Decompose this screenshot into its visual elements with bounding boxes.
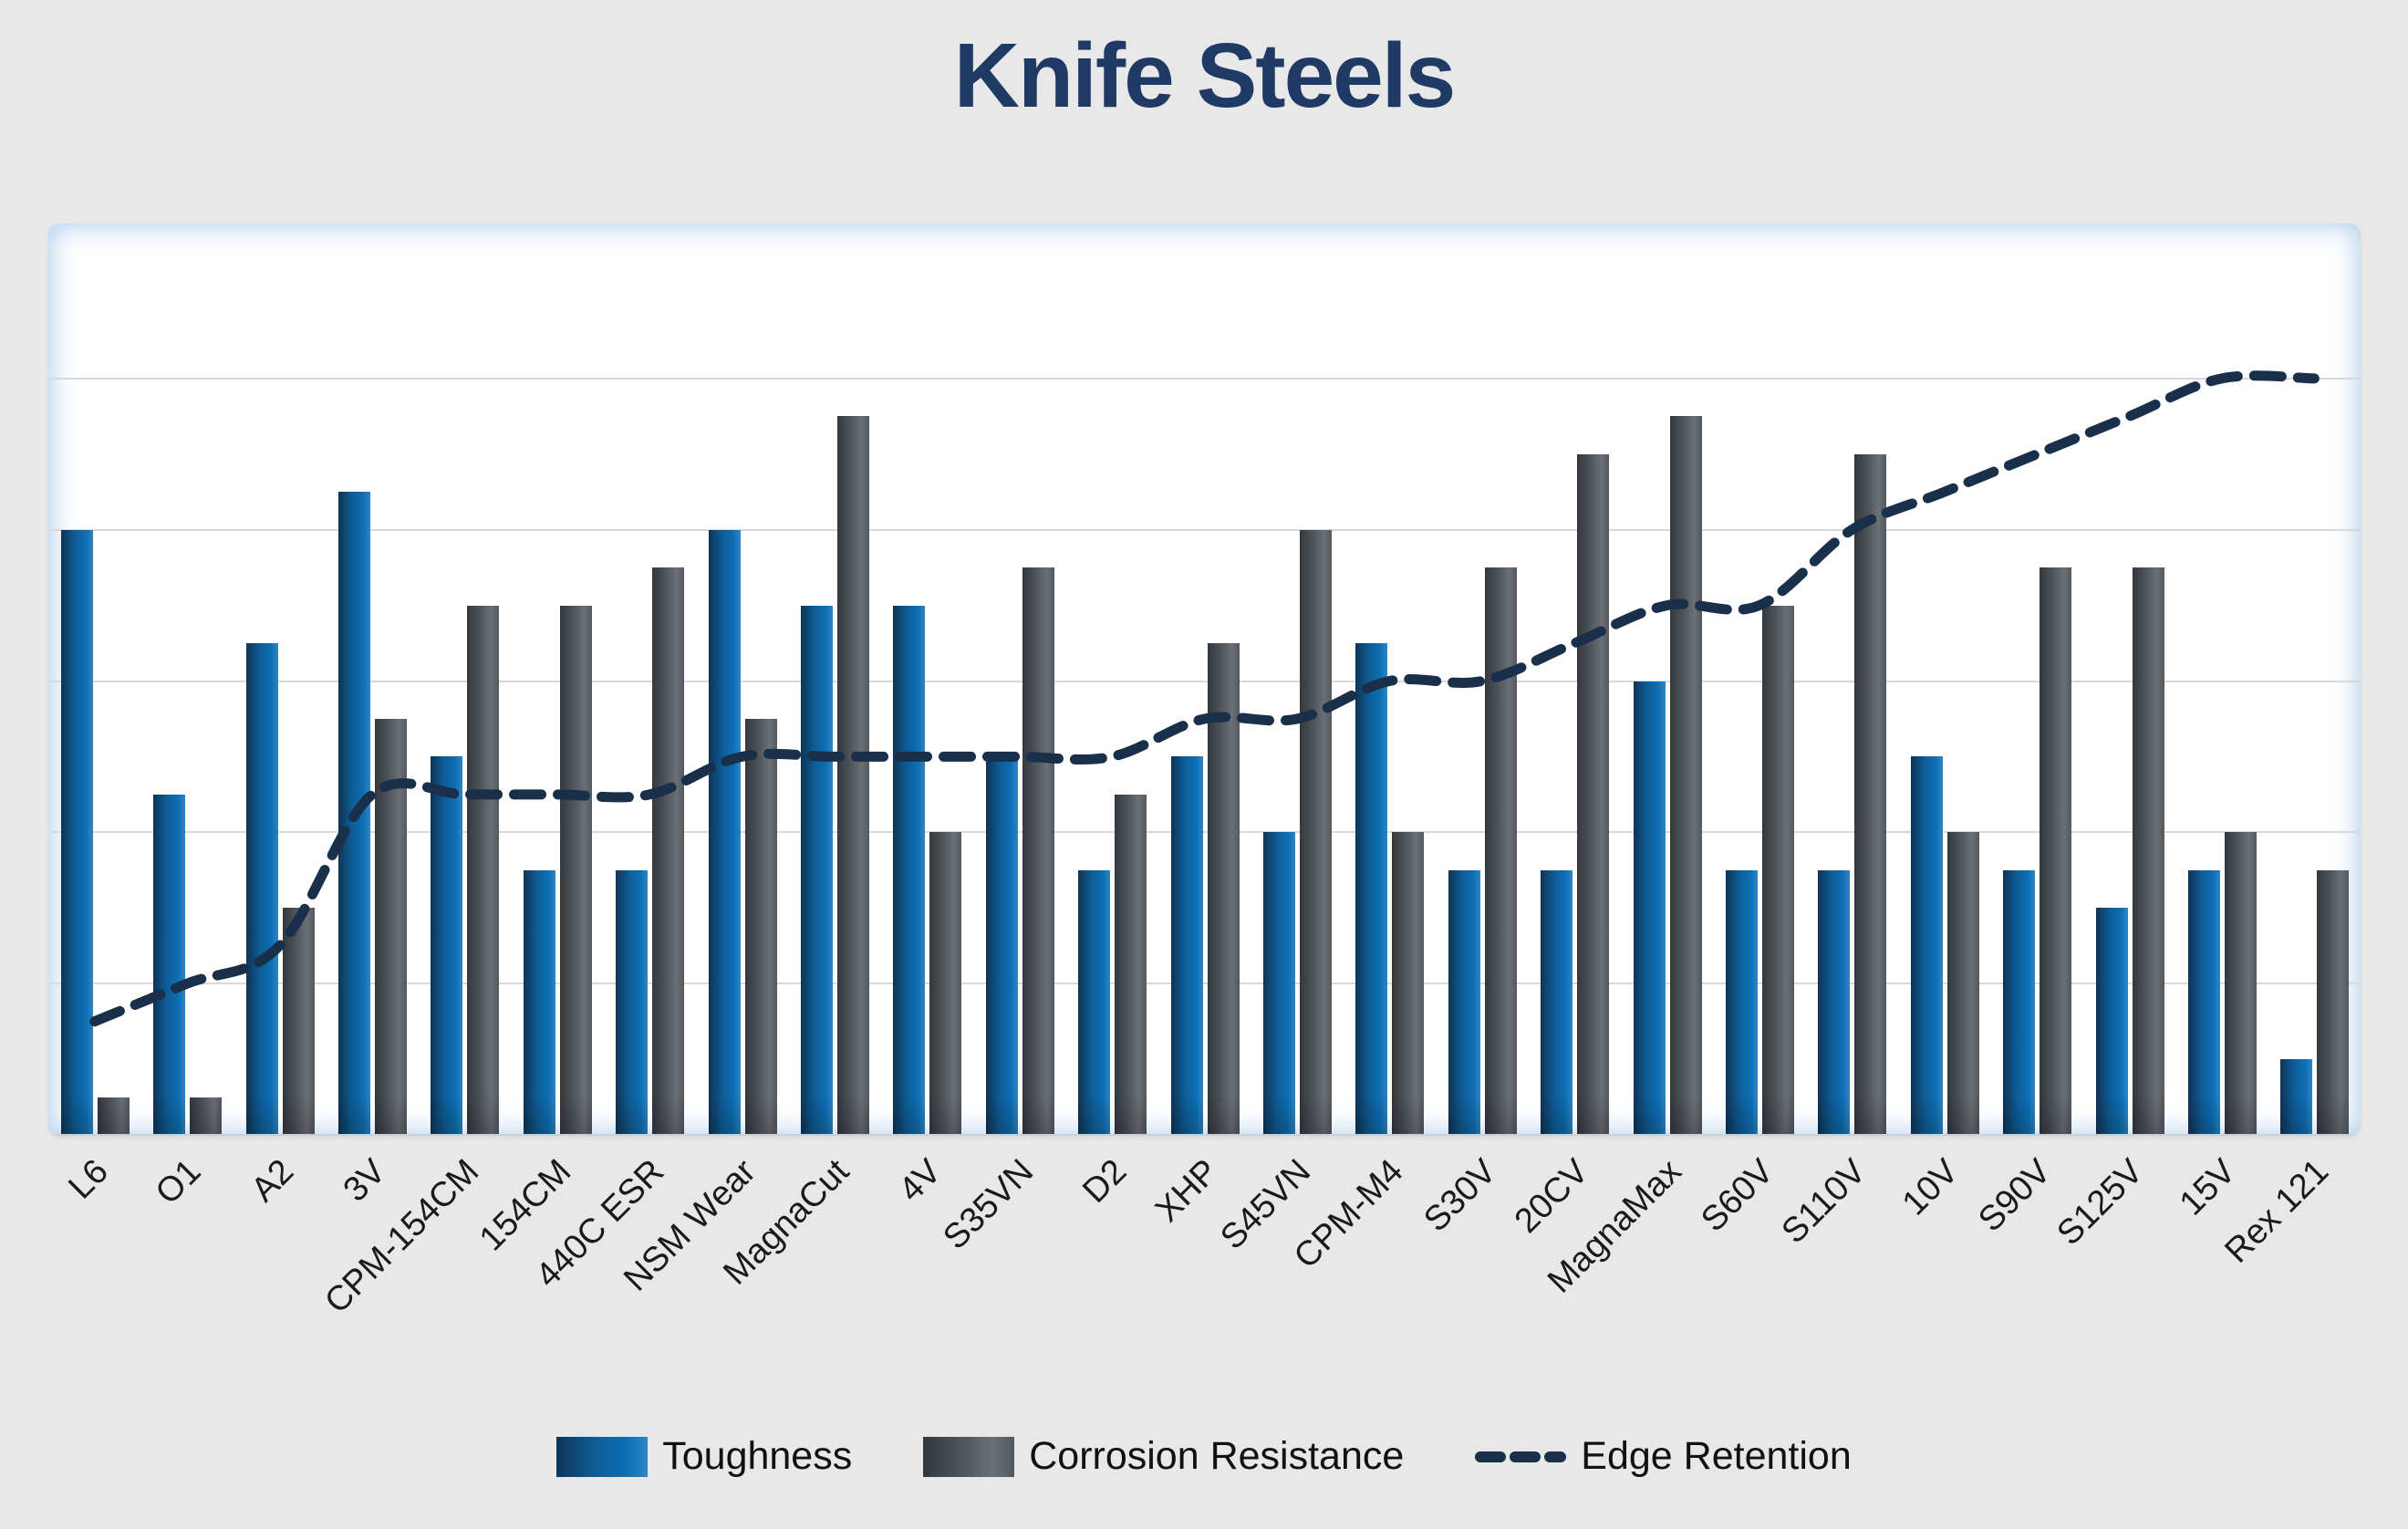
edge-retention-line: [89, 370, 2320, 1027]
bar-toughness-s90v: [2003, 869, 2036, 1136]
x-label-text: XHP: [1148, 1152, 1227, 1230]
x-label-text: 15V: [2173, 1152, 2244, 1223]
bar-toughness-20cv: [1541, 869, 1573, 1136]
bar-corrosion-resistance-s125v: [2132, 567, 2164, 1135]
bar-toughness-magnacut: [800, 605, 833, 1136]
x-label-text: 20CV: [1507, 1152, 1596, 1241]
gridline-y-8: [48, 528, 2361, 531]
bar-corrosion-resistance-xhp: [1207, 643, 1240, 1135]
bar-toughness-o1: [153, 794, 186, 1136]
toughness-swatch-icon: [556, 1436, 649, 1477]
bar-toughness-s30v: [1448, 869, 1480, 1136]
gridline-y-2: [48, 983, 2361, 985]
legend-item-edge-retention: Edge Retention: [1475, 1434, 1852, 1479]
gridline-y-4: [48, 831, 2361, 834]
bar-toughness-xhp: [1170, 756, 1203, 1135]
bar-corrosion-resistance-s60v: [1761, 605, 1794, 1136]
x-label-text: S30V: [1416, 1152, 1504, 1240]
bar-corrosion-resistance-s90v: [2040, 567, 2072, 1135]
gridline-y-6: [48, 680, 2361, 682]
x-label-text: Rex 121: [2217, 1152, 2336, 1271]
legend-item-toughness: Toughness: [556, 1434, 852, 1479]
bar-toughness-s45vn: [1262, 832, 1295, 1135]
bar-toughness-rex-121: [2280, 1059, 2313, 1135]
bar-corrosion-resistance-l6: [97, 1093, 130, 1136]
legend-label-corrosion-resistance: Corrosion Resistance: [1029, 1434, 1405, 1478]
bar-toughness-154cm: [523, 869, 555, 1136]
legend-label-toughness: Toughness: [662, 1434, 853, 1478]
bar-corrosion-resistance-rex-121: [2317, 869, 2350, 1136]
corrosion-resistance-swatch-icon: [923, 1436, 1015, 1477]
x-label-text: 10V: [1894, 1152, 1967, 1223]
bar-toughness-s60v: [1725, 869, 1758, 1136]
x-label-text: O1: [149, 1152, 209, 1212]
bar-corrosion-resistance-154cm: [559, 605, 592, 1136]
bar-corrosion-resistance-d2: [1115, 794, 1147, 1136]
bar-corrosion-resistance-s35vn: [1022, 567, 1054, 1135]
bar-corrosion-resistance-440c-esr: [652, 567, 685, 1135]
x-label-text: L6: [61, 1152, 117, 1207]
bar-corrosion-resistance-10v: [1946, 832, 1979, 1135]
bar-toughness-cpm-154cm: [431, 756, 463, 1135]
bar-toughness-15v: [2187, 869, 2220, 1136]
x-label-text: S110V: [1774, 1152, 1873, 1252]
bar-toughness-s35vn: [985, 756, 1018, 1135]
bar-corrosion-resistance-s30v: [1484, 567, 1517, 1135]
bar-corrosion-resistance-nsm-wear: [744, 718, 777, 1136]
legend: Toughness Corrosion Resistance Edge Rete…: [0, 1434, 2408, 1479]
x-label-text: 3V: [337, 1152, 394, 1210]
gridline-y-10: [48, 377, 2361, 380]
bar-corrosion-resistance-a2: [282, 908, 315, 1135]
bar-toughness-magnamax: [1633, 681, 1666, 1135]
x-label-text: S35VN: [936, 1152, 1042, 1257]
bar-corrosion-resistance-cpm-m4: [1392, 832, 1425, 1135]
bar-corrosion-resistance-o1: [190, 1093, 223, 1136]
bar-toughness-s125v: [2095, 908, 2128, 1135]
x-axis: [48, 1134, 2361, 1136]
x-label-text: S60V: [1694, 1152, 1781, 1240]
plot-area: [48, 224, 2361, 1136]
x-label-text: D2: [1074, 1152, 1134, 1212]
x-label-text: S90V: [1971, 1152, 2059, 1240]
edge-retention-path: [89, 370, 2320, 1027]
bar-toughness-4v: [893, 605, 926, 1136]
x-label-text: A2: [244, 1152, 302, 1210]
bar-toughness-nsm-wear: [708, 529, 741, 1136]
bar-toughness-a2: [245, 643, 278, 1135]
bar-toughness-l6: [60, 529, 93, 1136]
legend-item-corrosion-resistance: Corrosion Resistance: [923, 1434, 1404, 1479]
dashed-line-icon: [1475, 1451, 1567, 1462]
bar-toughness-10v: [1910, 756, 1943, 1135]
bar-toughness-440c-esr: [616, 869, 649, 1136]
bar-corrosion-resistance-magnacut: [836, 416, 869, 1135]
bar-corrosion-resistance-magnamax: [1669, 416, 1702, 1135]
legend-label-edge-retention: Edge Retention: [1581, 1434, 1852, 1478]
bar-toughness-s110v: [1818, 869, 1851, 1136]
bar-corrosion-resistance-cpm-154cm: [467, 605, 500, 1136]
bar-toughness-d2: [1078, 869, 1111, 1136]
bar-corrosion-resistance-20cv: [1577, 453, 1610, 1136]
x-label-text: S125V: [2050, 1152, 2152, 1253]
bar-toughness-cpm-m4: [1355, 643, 1388, 1135]
x-label-text: 4V: [891, 1152, 949, 1210]
bar-corrosion-resistance-15v: [2224, 832, 2257, 1135]
bar-corrosion-resistance-s45vn: [1299, 529, 1332, 1136]
bar-corrosion-resistance-4v: [929, 832, 962, 1135]
bar-corrosion-resistance-s110v: [1854, 453, 1887, 1136]
chart-title: Knife Steels: [953, 25, 1456, 127]
